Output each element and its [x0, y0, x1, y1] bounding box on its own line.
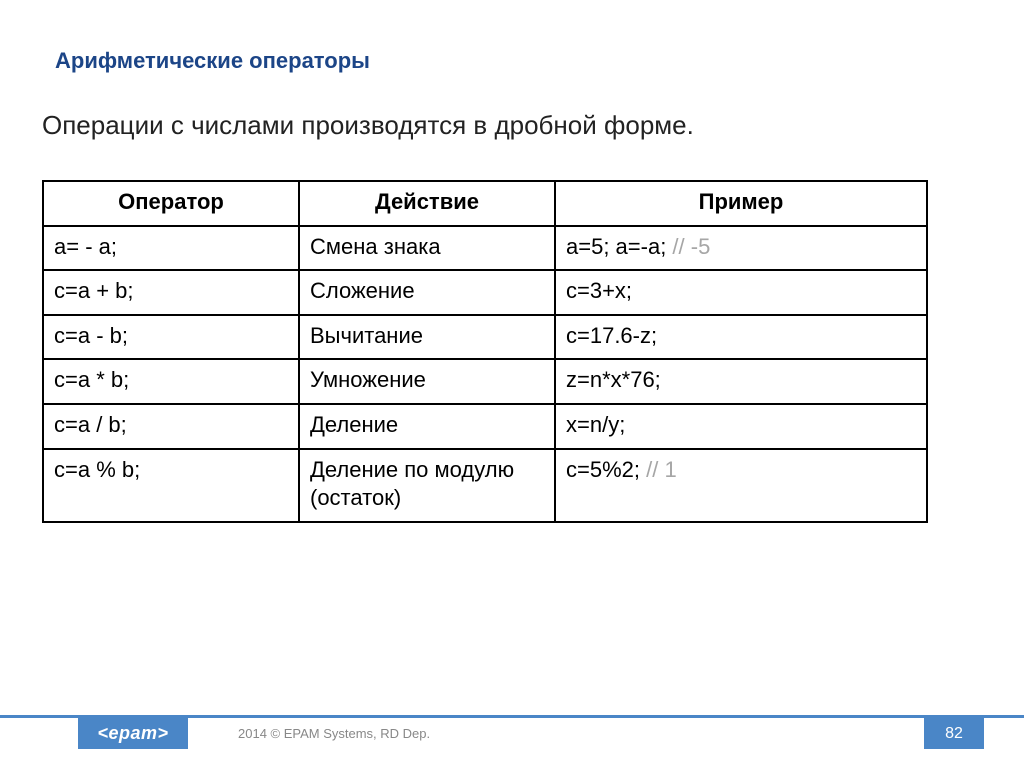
cell-operator: c=a - b; — [43, 315, 299, 360]
cell-example: z=n*x*76; — [555, 359, 927, 404]
cell-operator: c=a + b; — [43, 270, 299, 315]
cell-operator: c=a * b; — [43, 359, 299, 404]
cell-action: Смена знака — [299, 226, 555, 271]
slide: Арифметические операторы Операции с числ… — [0, 0, 1024, 767]
cell-example: a=5; a=-a; // -5 — [555, 226, 927, 271]
cell-operator: c=a / b; — [43, 404, 299, 449]
cell-action: Вычитание — [299, 315, 555, 360]
cell-example: c=17.6-z; — [555, 315, 927, 360]
cell-action: Деление — [299, 404, 555, 449]
cell-example: c=3+x; — [555, 270, 927, 315]
epam-logo: <epam> — [78, 718, 188, 749]
footer-copyright: 2014 © EPAM Systems, RD Dep. — [238, 726, 430, 741]
cell-operator: a= - a; — [43, 226, 299, 271]
slide-footer: <epam> 2014 © EPAM Systems, RD Dep. 82 — [0, 715, 1024, 749]
col-action: Действие — [299, 181, 555, 226]
cell-operator: c=a % b; — [43, 449, 299, 522]
page-number: 82 — [924, 718, 984, 749]
cell-example: c=5%2; // 1 — [555, 449, 927, 522]
table-row: c=a + b; Сложение c=3+x; — [43, 270, 927, 315]
table-row: a= - a; Смена знака a=5; a=-a; // -5 — [43, 226, 927, 271]
col-example: Пример — [555, 181, 927, 226]
cell-example: x=n/y; — [555, 404, 927, 449]
cell-action: Деление по модулю (остаток) — [299, 449, 555, 522]
code-comment: // 1 — [646, 457, 677, 482]
code-comment: // -5 — [672, 234, 710, 259]
slide-title: Арифметические операторы — [55, 48, 370, 74]
table-row: c=a * b; Умножение z=n*x*76; — [43, 359, 927, 404]
cell-action: Умножение — [299, 359, 555, 404]
table-header-row: Оператор Действие Пример — [43, 181, 927, 226]
col-operator: Оператор — [43, 181, 299, 226]
operators-table: Оператор Действие Пример a= - a; Смена з… — [42, 180, 926, 523]
table-row: c=a / b; Деление x=n/y; — [43, 404, 927, 449]
cell-action: Сложение — [299, 270, 555, 315]
slide-subtitle: Операции с числами производятся в дробно… — [42, 110, 694, 141]
table-row: c=a % b; Деление по модулю (остаток) c=5… — [43, 449, 927, 522]
table-row: c=a - b; Вычитание c=17.6-z; — [43, 315, 927, 360]
